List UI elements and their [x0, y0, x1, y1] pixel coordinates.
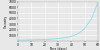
X-axis label: Time (days): Time (days) — [49, 47, 67, 50]
Y-axis label: Viscosity: Viscosity — [4, 15, 8, 28]
